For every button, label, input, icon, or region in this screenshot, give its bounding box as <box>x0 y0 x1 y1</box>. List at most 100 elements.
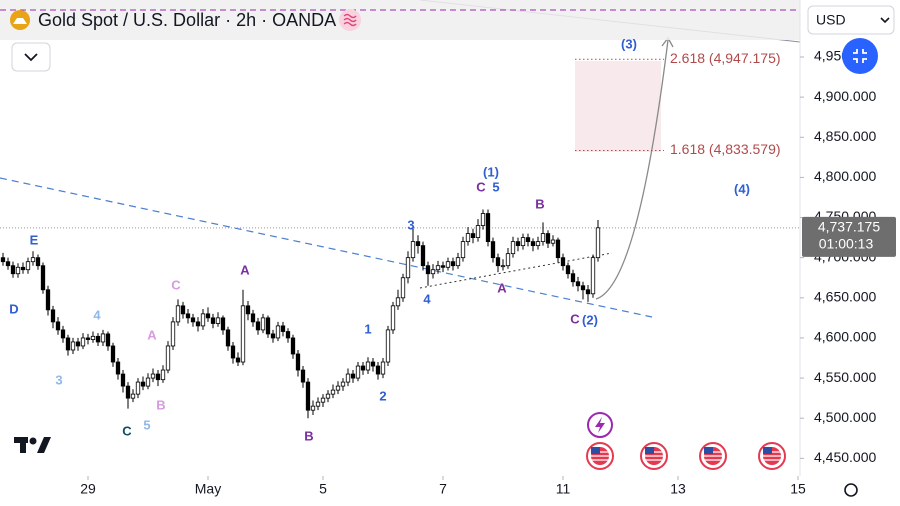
candle-body <box>210 317 216 324</box>
candle-body <box>150 373 156 379</box>
wave-label: 5 <box>143 417 150 432</box>
candle-body <box>180 305 186 315</box>
y-tick-label: 4,900.000 <box>814 88 876 104</box>
candle-body <box>345 373 351 383</box>
candle-body <box>480 213 486 226</box>
button-glyph <box>853 49 858 54</box>
candle-body <box>575 281 581 287</box>
candle-body <box>135 381 141 395</box>
candle-body <box>30 257 36 263</box>
candle-body <box>130 393 136 399</box>
candle-body <box>40 265 46 291</box>
candle-body <box>85 337 91 340</box>
candle-body <box>420 245 426 267</box>
drawing-layer <box>0 0 801 318</box>
candle-body <box>565 265 571 275</box>
y-tick-label: 4,450.000 <box>814 449 876 465</box>
candle-body <box>560 257 566 267</box>
candles <box>0 209 601 419</box>
candle-body <box>305 381 311 411</box>
candle-body <box>310 405 316 411</box>
candle-body <box>5 261 11 267</box>
y-tick-label: 4,600.000 <box>814 329 876 345</box>
candle-body <box>435 265 441 271</box>
button-glyph <box>853 58 858 63</box>
candle-body <box>595 227 601 259</box>
wave-label: D <box>9 301 18 316</box>
candle-body <box>385 329 391 363</box>
settings-icon[interactable] <box>844 483 858 497</box>
candle-body <box>495 257 501 267</box>
wave-label: B <box>535 196 544 211</box>
wave-label: (4) <box>734 181 750 196</box>
candle-body <box>325 393 331 399</box>
price-label-box <box>802 216 896 257</box>
wave-label: 4 <box>93 307 101 322</box>
candle-body <box>15 266 21 275</box>
candle-body <box>445 261 451 268</box>
candle-body <box>120 373 126 387</box>
candle-body <box>525 237 531 243</box>
currency-dropdown[interactable] <box>807 5 895 35</box>
logo-part <box>29 437 37 445</box>
candle-body <box>315 401 321 407</box>
wave-label: C <box>122 423 132 438</box>
candle-body <box>370 361 376 367</box>
candle-body <box>515 241 521 247</box>
candle-body <box>320 397 326 403</box>
wave-label: (1) <box>483 164 499 179</box>
candle-body <box>380 361 386 375</box>
candle-body <box>250 313 256 323</box>
wave-label: 1 <box>364 321 371 336</box>
wave-label: B <box>304 428 313 443</box>
wave-label: 3 <box>55 372 62 387</box>
candle-body <box>195 321 201 327</box>
logo-part <box>20 437 26 453</box>
x-tick-label: 15 <box>790 481 806 497</box>
candle-body <box>400 277 406 299</box>
candle-body <box>275 325 281 339</box>
collapse-button[interactable] <box>11 42 51 72</box>
candle-body <box>500 265 506 268</box>
candle-body <box>90 335 96 340</box>
y-tick-label: 4,550.000 <box>814 369 876 385</box>
candle-body <box>330 389 336 395</box>
candle-body <box>165 345 171 371</box>
badge-glyph <box>343 13 357 19</box>
candle-body <box>395 297 401 307</box>
flag-canton <box>763 447 772 454</box>
candle-body <box>105 333 111 347</box>
candle-body <box>280 325 286 332</box>
x-tick-label: 29 <box>80 481 96 497</box>
projection-arrow <box>595 39 669 300</box>
wave-label: A <box>147 327 157 342</box>
x-tick-label: 13 <box>670 481 686 497</box>
candle-body <box>570 273 576 283</box>
fib-label: 1.618 (4,833.579) <box>670 141 781 157</box>
candle-body <box>260 317 266 331</box>
fullscreen-button[interactable] <box>842 38 878 74</box>
wave-label: 5 <box>492 179 499 194</box>
flag-canton <box>704 447 713 454</box>
candle-body <box>80 337 86 347</box>
candle-body <box>205 313 211 319</box>
candle-body <box>340 381 346 387</box>
candle-body <box>440 265 446 268</box>
symbol-icon-glyph <box>13 18 27 24</box>
candle-body <box>225 329 231 347</box>
candle-body <box>185 313 191 319</box>
candle-body <box>100 333 106 343</box>
candle-body <box>290 337 296 355</box>
candle-body <box>220 317 226 331</box>
candle-body <box>505 253 511 267</box>
candle-body <box>55 321 61 331</box>
price-label: 4,737.175 <box>818 219 880 235</box>
overlay: Gold Spot / U.S. Dollar · 2h · OANDA USD… <box>0 0 896 497</box>
candle-body <box>75 341 81 347</box>
candle-body <box>145 377 151 387</box>
candle-body <box>455 257 461 267</box>
candle-body <box>425 265 431 275</box>
candle-body <box>190 317 196 323</box>
x-tick-label: May <box>195 481 221 497</box>
candle-body <box>300 369 306 383</box>
